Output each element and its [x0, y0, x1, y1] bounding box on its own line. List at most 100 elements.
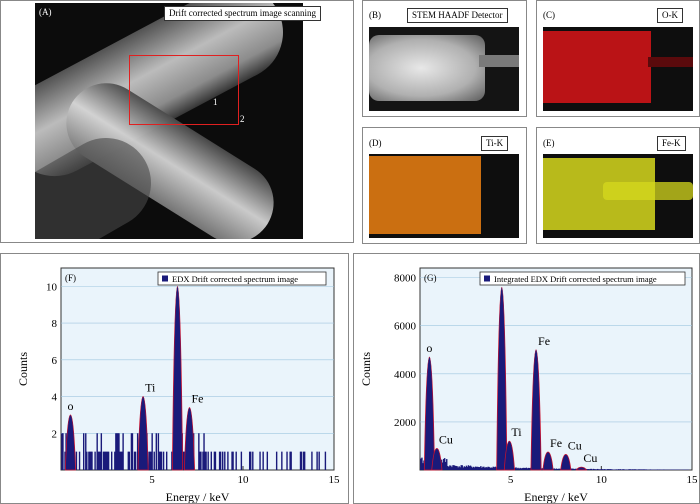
ti-k-map-image	[369, 154, 519, 238]
noise-bar	[457, 467, 459, 470]
noise-bar	[290, 451, 292, 470]
legend-box	[479, 271, 686, 286]
noise-bar	[622, 469, 625, 470]
noise-bar	[218, 451, 221, 470]
noise-bar	[477, 466, 479, 470]
peak-bar	[542, 451, 554, 471]
noise-bar	[219, 451, 222, 470]
roi-1-rectangle	[129, 55, 239, 125]
peak-label: Cu	[568, 438, 582, 452]
panel-c: (C) O-K	[536, 0, 700, 117]
peak-bar	[183, 407, 196, 471]
noise-bar	[466, 466, 469, 470]
noise-bar	[663, 469, 665, 470]
noise-bar	[594, 469, 597, 470]
noise-bar	[171, 451, 173, 470]
noise-bar	[522, 467, 524, 470]
o-k-map-fill	[543, 31, 651, 103]
panel-f: 24681051015oTiFeFeEDX Drift corrected sp…	[0, 253, 349, 504]
noise-bar	[613, 469, 615, 470]
panel-a-label: (A)	[39, 7, 52, 17]
panel-a-title: Drift corrected spectrum image scanning	[164, 6, 321, 21]
noise-bar	[119, 451, 121, 470]
peak-label: Cu	[583, 451, 597, 465]
noise-bar	[521, 468, 523, 470]
noise-bar	[492, 466, 494, 470]
noise-bar	[82, 433, 85, 470]
panel-d: (D) Ti-K	[362, 127, 527, 244]
peak-label: Ti	[145, 381, 156, 395]
peak-label: Cu	[439, 432, 453, 446]
noise-bar	[460, 465, 462, 470]
peak-bar	[530, 349, 542, 471]
noise-bar	[484, 467, 486, 470]
panel-b-title: STEM HAADF Detector	[407, 8, 508, 23]
panel-e-title: Fe-K	[657, 136, 686, 151]
ti-k-map-fill	[369, 156, 481, 234]
noise-bar	[467, 465, 470, 470]
noise-bar	[528, 468, 531, 470]
noise-bar	[97, 451, 99, 470]
noise-bar	[471, 467, 474, 470]
y-tick-label: 2	[52, 428, 58, 440]
panel-label: (F)	[65, 273, 76, 283]
noise-bar	[155, 433, 158, 470]
noise-bar	[114, 451, 116, 470]
noise-bar	[207, 451, 209, 470]
noise-bar	[117, 433, 119, 470]
noise-bar	[266, 451, 269, 470]
noise-bar	[592, 468, 595, 470]
noise-bar	[250, 451, 252, 470]
noise-bar	[100, 433, 103, 470]
noise-bar	[556, 468, 559, 470]
noise-bar	[474, 466, 477, 470]
roi-2-label: 2	[240, 114, 245, 124]
noise-bar	[121, 451, 123, 470]
x-tick-label: 15	[329, 474, 341, 486]
noise-bar	[116, 433, 118, 470]
noise-bar	[588, 469, 591, 470]
noise-bar	[591, 469, 594, 470]
noise-bar	[311, 451, 313, 470]
legend-text: Integrated EDX Drift corrected spectrum …	[494, 274, 657, 284]
noise-bar	[89, 451, 91, 470]
peak-bar	[575, 466, 588, 471]
noise-bar	[621, 469, 624, 470]
noise-bar	[232, 451, 234, 470]
noise-bar	[198, 433, 200, 470]
noise-bar	[483, 466, 485, 470]
panel-label: (G)	[424, 273, 437, 283]
noise-bar	[91, 451, 93, 470]
noise-bar	[213, 451, 216, 470]
noise-bar	[479, 467, 481, 470]
noise-bar	[587, 469, 590, 470]
noise-bar	[162, 451, 165, 470]
noise-bar	[640, 469, 642, 470]
noise-bar	[105, 451, 108, 470]
panel-e: (E) Fe-K	[536, 127, 700, 244]
noise-bar	[574, 469, 576, 470]
noise-bar	[638, 469, 640, 470]
noise-bar	[94, 451, 96, 470]
noise-bar	[488, 466, 490, 470]
x-tick-label: 5	[149, 474, 155, 486]
noise-bar	[586, 469, 589, 470]
chart-legend: Integrated EDX Drift corrected spectrum …	[479, 271, 686, 286]
noise-bar	[606, 469, 608, 470]
noise-bar	[618, 469, 621, 470]
fe-k-map-band	[603, 182, 693, 200]
noise-bar	[136, 433, 139, 470]
noise-bar	[158, 451, 161, 470]
y-tick-label: 8	[52, 318, 58, 330]
x-tick-label: 5	[508, 474, 514, 486]
noise-bar	[451, 467, 453, 470]
noise-bar	[619, 469, 622, 470]
noise-bar	[469, 465, 472, 470]
noise-bar	[635, 469, 637, 470]
noise-bar	[494, 466, 497, 470]
chart-legend: EDX Drift corrected spectrum image	[157, 271, 327, 286]
noise-bar	[133, 451, 136, 470]
noise-bar	[617, 469, 620, 470]
noise-bar	[616, 469, 618, 470]
noise-bar	[633, 469, 635, 470]
